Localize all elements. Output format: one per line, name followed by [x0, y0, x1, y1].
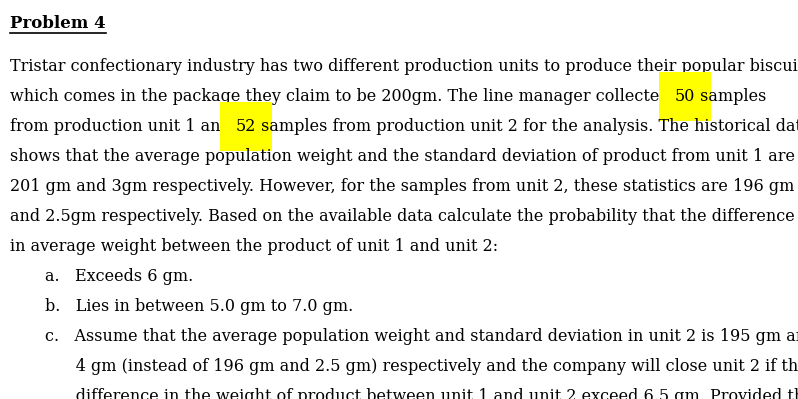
- Text: b.   Lies in between 5.0 gm to 7.0 gm.: b. Lies in between 5.0 gm to 7.0 gm.: [45, 298, 354, 315]
- Text: 52: 52: [236, 118, 256, 135]
- Text: which comes in the package they claim to be 200gm. The line manager collected: which comes in the package they claim to…: [10, 88, 675, 105]
- Text: c.   Assume that the average population weight and standard deviation in unit 2 : c. Assume that the average population we…: [45, 328, 798, 345]
- Text: samples: samples: [695, 88, 767, 105]
- Text: from production unit 1 and: from production unit 1 and: [10, 118, 236, 135]
- Text: Tristar confectionary industry has two different production units to produce the: Tristar confectionary industry has two d…: [10, 58, 798, 75]
- Text: shows that the average population weight and the standard deviation of product f: shows that the average population weight…: [10, 148, 795, 165]
- Text: difference in the weight of product between unit 1 and unit 2 exceed 6.5 gm. Pro: difference in the weight of product betw…: [45, 388, 798, 399]
- Text: samples from production unit 2 for the analysis. The historical data: samples from production unit 2 for the a…: [256, 118, 798, 135]
- Text: Problem 4: Problem 4: [10, 15, 105, 32]
- Text: a.   Exceeds 6 gm.: a. Exceeds 6 gm.: [45, 268, 193, 285]
- Text: and 2.5gm respectively. Based on the available data calculate the probability th: and 2.5gm respectively. Based on the ava…: [10, 208, 795, 225]
- Text: 4 gm (instead of 196 gm and 2.5 gm) respectively and the company will close unit: 4 gm (instead of 196 gm and 2.5 gm) resp…: [45, 358, 798, 375]
- Text: 201 gm and 3gm respectively. However, for the samples from unit 2, these statist: 201 gm and 3gm respectively. However, fo…: [10, 178, 794, 195]
- Text: in average weight between the product of unit 1 and unit 2:: in average weight between the product of…: [10, 238, 498, 255]
- Text: 50: 50: [675, 88, 695, 105]
